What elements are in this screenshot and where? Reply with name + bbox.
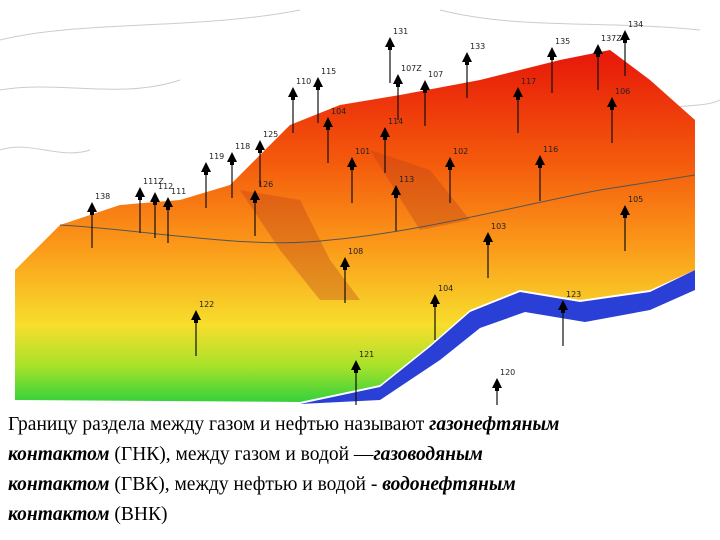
caption: Границу раздела между газом и нефтью наз… [8, 410, 713, 530]
text-run: Границу раздела между газом и нефтью наз… [8, 414, 430, 435]
well-marker [430, 294, 440, 307]
well-label: 110 [296, 77, 311, 86]
well-marker [445, 157, 455, 170]
well-marker [462, 52, 472, 65]
wells: 131 134 133 135 137Z 107Z 115 110 107 117 106 114 10… [87, 20, 643, 424]
well-label: 101 [355, 147, 370, 156]
well-marker [620, 30, 630, 43]
well-marker [391, 185, 401, 198]
well-label: 117 [521, 77, 536, 86]
well-label: 107 [428, 70, 443, 79]
well-marker [323, 117, 333, 130]
text-run: (ВНК) [109, 504, 168, 525]
well-label: 126 [258, 180, 273, 189]
text-line: Границу раздела между газом и нефтью наз… [8, 410, 713, 440]
well-label: 125 [263, 130, 278, 139]
term: газоводяным [373, 444, 483, 465]
well-label: 106 [615, 87, 630, 96]
well-label: 105 [628, 195, 643, 204]
well-marker [547, 47, 557, 60]
term: контактом [8, 474, 110, 495]
well-marker [558, 300, 568, 313]
well-marker [288, 87, 298, 100]
well-marker [385, 37, 395, 50]
well-label: 123 [566, 290, 581, 299]
well-label: 133 [470, 42, 485, 51]
well-label: 131 [393, 27, 408, 36]
background-contours [0, 9, 720, 154]
well-label: 118 [235, 142, 250, 151]
well-marker [87, 202, 97, 215]
well-label: 114 [388, 117, 403, 126]
well-label: 102 [453, 147, 468, 156]
well-label: 116 [543, 145, 558, 154]
well-label: 104 [438, 284, 453, 293]
well-label: 107Z [401, 64, 422, 73]
well-marker [535, 155, 545, 168]
well-label: 115 [321, 67, 336, 76]
well-marker [135, 187, 145, 200]
well-marker [340, 257, 350, 270]
well-label: 120 [500, 368, 515, 377]
well-label: 113 [399, 175, 414, 184]
well-label: 121 [359, 350, 374, 359]
well-marker [250, 190, 260, 203]
well-label: 137Z [601, 34, 622, 43]
well-marker [313, 77, 323, 90]
well-label: 138 [95, 192, 110, 201]
well-marker [607, 97, 617, 110]
well-marker [593, 44, 603, 57]
text-line: контактом (ГНК), между газом и водой —га… [8, 440, 713, 470]
text-line: контактом (ГВК), между нефтью и водой - … [8, 470, 713, 500]
water-zone [300, 230, 695, 404]
well-marker [492, 378, 502, 391]
term: контактом [8, 504, 110, 525]
well-label: 119 [209, 152, 224, 161]
well-marker [420, 80, 430, 93]
text-run: (ГНК), между газом и водой — [109, 444, 374, 465]
well-marker [163, 197, 173, 210]
well-label: 135 [555, 37, 570, 46]
well-label: 112 [158, 182, 173, 191]
ridge-shading [240, 150, 470, 300]
well-label: 104 [331, 107, 346, 116]
well-label: 103 [491, 222, 506, 231]
well-marker [227, 152, 237, 165]
well-marker [150, 192, 160, 205]
well-label: 134 [628, 20, 643, 29]
text-line: контактом (ВНК) [8, 500, 713, 530]
term: газонефтяным [429, 414, 560, 435]
well-marker [513, 87, 523, 100]
term: контактом [8, 444, 110, 465]
well-marker [380, 127, 390, 140]
well-marker [620, 205, 630, 218]
well-marker [255, 140, 265, 153]
well-label: 111 [171, 187, 186, 196]
contact-line [59, 174, 696, 244]
well-marker [351, 360, 361, 373]
well-marker [483, 232, 493, 245]
surface [15, 50, 695, 402]
well-marker [191, 310, 201, 323]
text-run: (ГВК), между нефтью и водой - [109, 474, 383, 495]
well-marker [393, 74, 403, 87]
reservoir-model: 131 134 133 135 137Z 107Z 115 110 107 117 106 114 10… [0, 9, 720, 424]
well-marker [347, 157, 357, 170]
well-label: 108 [348, 247, 363, 256]
term: водонефтяным [382, 474, 516, 495]
well-marker [201, 162, 211, 175]
well-label: 122 [199, 300, 214, 309]
well-label: 111Z [143, 177, 164, 186]
